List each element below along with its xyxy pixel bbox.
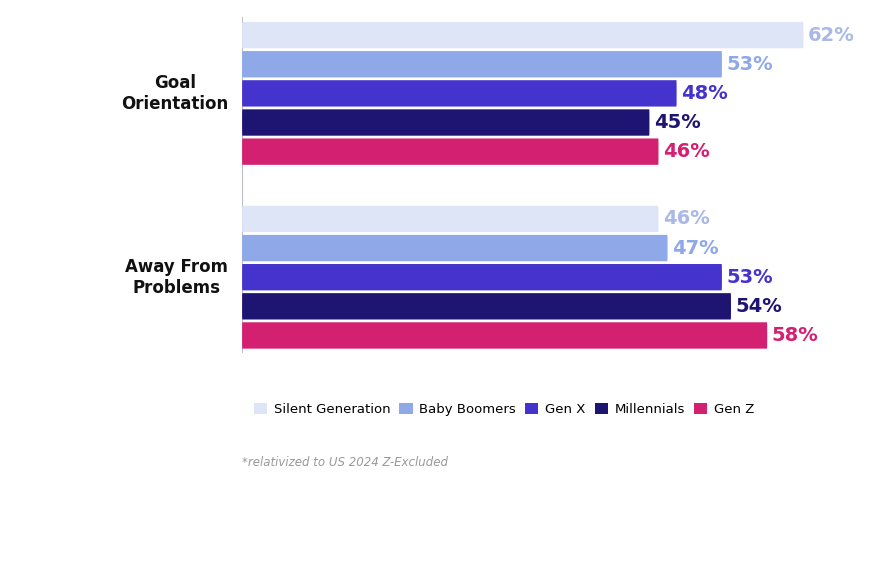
Text: 46%: 46%: [663, 210, 710, 228]
Text: 47%: 47%: [672, 238, 718, 257]
Text: Goal
Orientation: Goal Orientation: [121, 74, 229, 113]
FancyBboxPatch shape: [242, 51, 722, 78]
Text: 45%: 45%: [654, 113, 701, 132]
Text: 48%: 48%: [681, 84, 728, 103]
Text: 53%: 53%: [726, 55, 773, 74]
Legend: Silent Generation, Baby Boomers, Gen X, Millennials, Gen Z: Silent Generation, Baby Boomers, Gen X, …: [249, 398, 760, 422]
FancyBboxPatch shape: [242, 264, 722, 291]
FancyBboxPatch shape: [242, 293, 731, 320]
Text: 46%: 46%: [663, 142, 710, 161]
FancyBboxPatch shape: [242, 138, 658, 165]
FancyBboxPatch shape: [242, 206, 658, 232]
Text: Away From
Problems: Away From Problems: [126, 258, 229, 297]
Text: 58%: 58%: [772, 326, 819, 345]
FancyBboxPatch shape: [242, 110, 650, 135]
Text: 62%: 62%: [808, 26, 855, 44]
FancyBboxPatch shape: [242, 22, 803, 48]
Text: 54%: 54%: [736, 297, 782, 316]
FancyBboxPatch shape: [242, 80, 677, 107]
Text: *relativized to US 2024 Z-Excluded: *relativized to US 2024 Z-Excluded: [242, 456, 448, 469]
FancyBboxPatch shape: [242, 322, 767, 348]
FancyBboxPatch shape: [242, 235, 668, 261]
Text: 53%: 53%: [726, 268, 773, 287]
